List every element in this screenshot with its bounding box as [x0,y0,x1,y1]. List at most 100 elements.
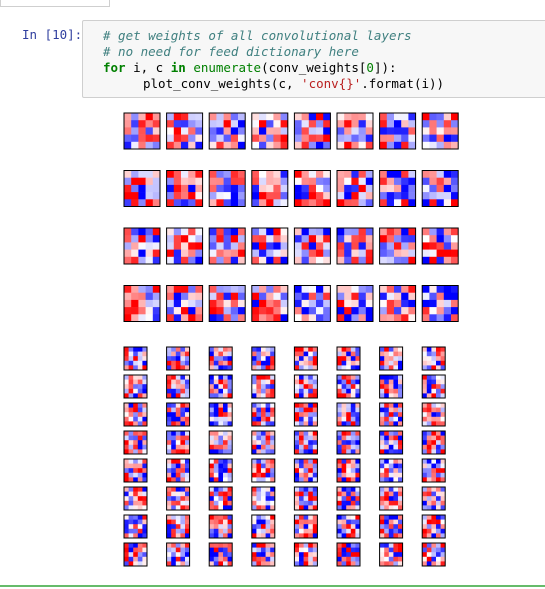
weight-cell [133,393,139,399]
weight-cell [316,285,324,293]
weight-cell [384,375,390,380]
weight-cell [386,127,395,135]
weight-cell [422,134,430,143]
weight-cell [142,449,148,455]
weight-cell [270,347,276,352]
code-open: (conv_weights[ [261,60,367,75]
weight-cell [133,384,139,390]
weight-cell [142,351,148,357]
weight-cell [280,235,289,243]
weight-cell [388,365,394,371]
weight-cell [312,524,318,530]
weight-cell [312,519,318,525]
weight-cell [261,379,266,385]
weight-cell [137,360,143,366]
weight-cell [308,170,317,178]
weight-cell [344,299,352,308]
weight-cell [379,515,385,520]
filter-border [421,346,446,371]
code-line-2: # no need for feed dictionary here [103,44,359,60]
weight-cell [270,351,276,357]
weight-cell [299,416,304,422]
filter-border [123,542,148,567]
weight-cell [436,292,445,301]
weight-cell [337,228,345,236]
filter-0-2-3 [251,227,289,265]
weight-cell [388,556,394,562]
weight-cell [124,468,129,474]
weight-cell [133,528,139,534]
code-cell[interactable]: # get weights of all convolutional layer… [82,20,545,98]
weight-cell [251,379,257,385]
weight-cell [350,561,356,567]
weight-cell [358,314,367,322]
weight-cell [195,120,203,128]
weight-cell [216,199,224,207]
weight-cell [388,533,394,539]
weight-cell [223,528,228,534]
weight-cell [128,496,134,502]
weight-cell [180,365,186,371]
keyword-for: for [103,60,126,75]
weight-cell [299,459,304,464]
weight-cell [142,533,148,539]
weight-cell [133,444,139,450]
weight-cell [379,547,385,553]
weight-cell [142,412,148,418]
weight-cell [294,307,302,315]
weight-cell [351,113,359,121]
weight-cell [142,421,148,427]
weight-cell [218,421,224,427]
weight-cell [346,351,352,357]
weight-cell [355,459,361,464]
filter-border [208,285,246,322]
weight-cell [227,360,233,366]
filter-1-0-3 [251,346,276,371]
weight-cell [185,505,190,511]
weight-cell [131,127,139,135]
weight-cell [230,141,239,150]
weight-cell [133,547,139,553]
filter-1-4-3 [251,458,276,483]
weight-cell [209,407,215,413]
weight-cell [251,519,257,525]
weight-cell [171,351,177,357]
weight-cell [124,547,129,553]
weight-cell [394,307,402,315]
weight-cell [166,403,172,408]
weight-cell [408,141,416,150]
weight-cell [265,500,271,506]
weight-cell [312,360,318,366]
weight-cell [388,468,394,474]
weight-cell [142,360,148,366]
weight-cell [218,500,224,506]
weight-cell [436,192,445,200]
weight-cell [431,477,437,483]
weight-cell [124,134,132,143]
weight-cell [171,487,177,492]
weight-cell [171,347,177,352]
filter-1-1-6 [379,374,404,399]
weight-cell [303,556,309,562]
weight-cell [227,463,233,469]
weight-cell [171,472,177,478]
weight-cell [303,463,309,469]
weight-cell [280,134,289,143]
weight-cell [408,256,416,265]
weight-cell [294,459,300,464]
weight-cell [261,347,266,352]
weight-cell [218,472,224,478]
weight-cell [436,199,445,207]
weight-cell [316,177,324,186]
weight-cell [294,547,300,553]
weight-cell [388,403,394,408]
weight-cell [152,299,161,308]
weight-cell [384,360,390,366]
weight-cell [422,228,430,236]
weight-cell [213,556,219,562]
weight-cell [209,556,215,562]
weight-cell [451,228,459,236]
weight-cell [350,416,356,422]
weight-cell [166,170,175,178]
weight-cell [358,120,367,128]
